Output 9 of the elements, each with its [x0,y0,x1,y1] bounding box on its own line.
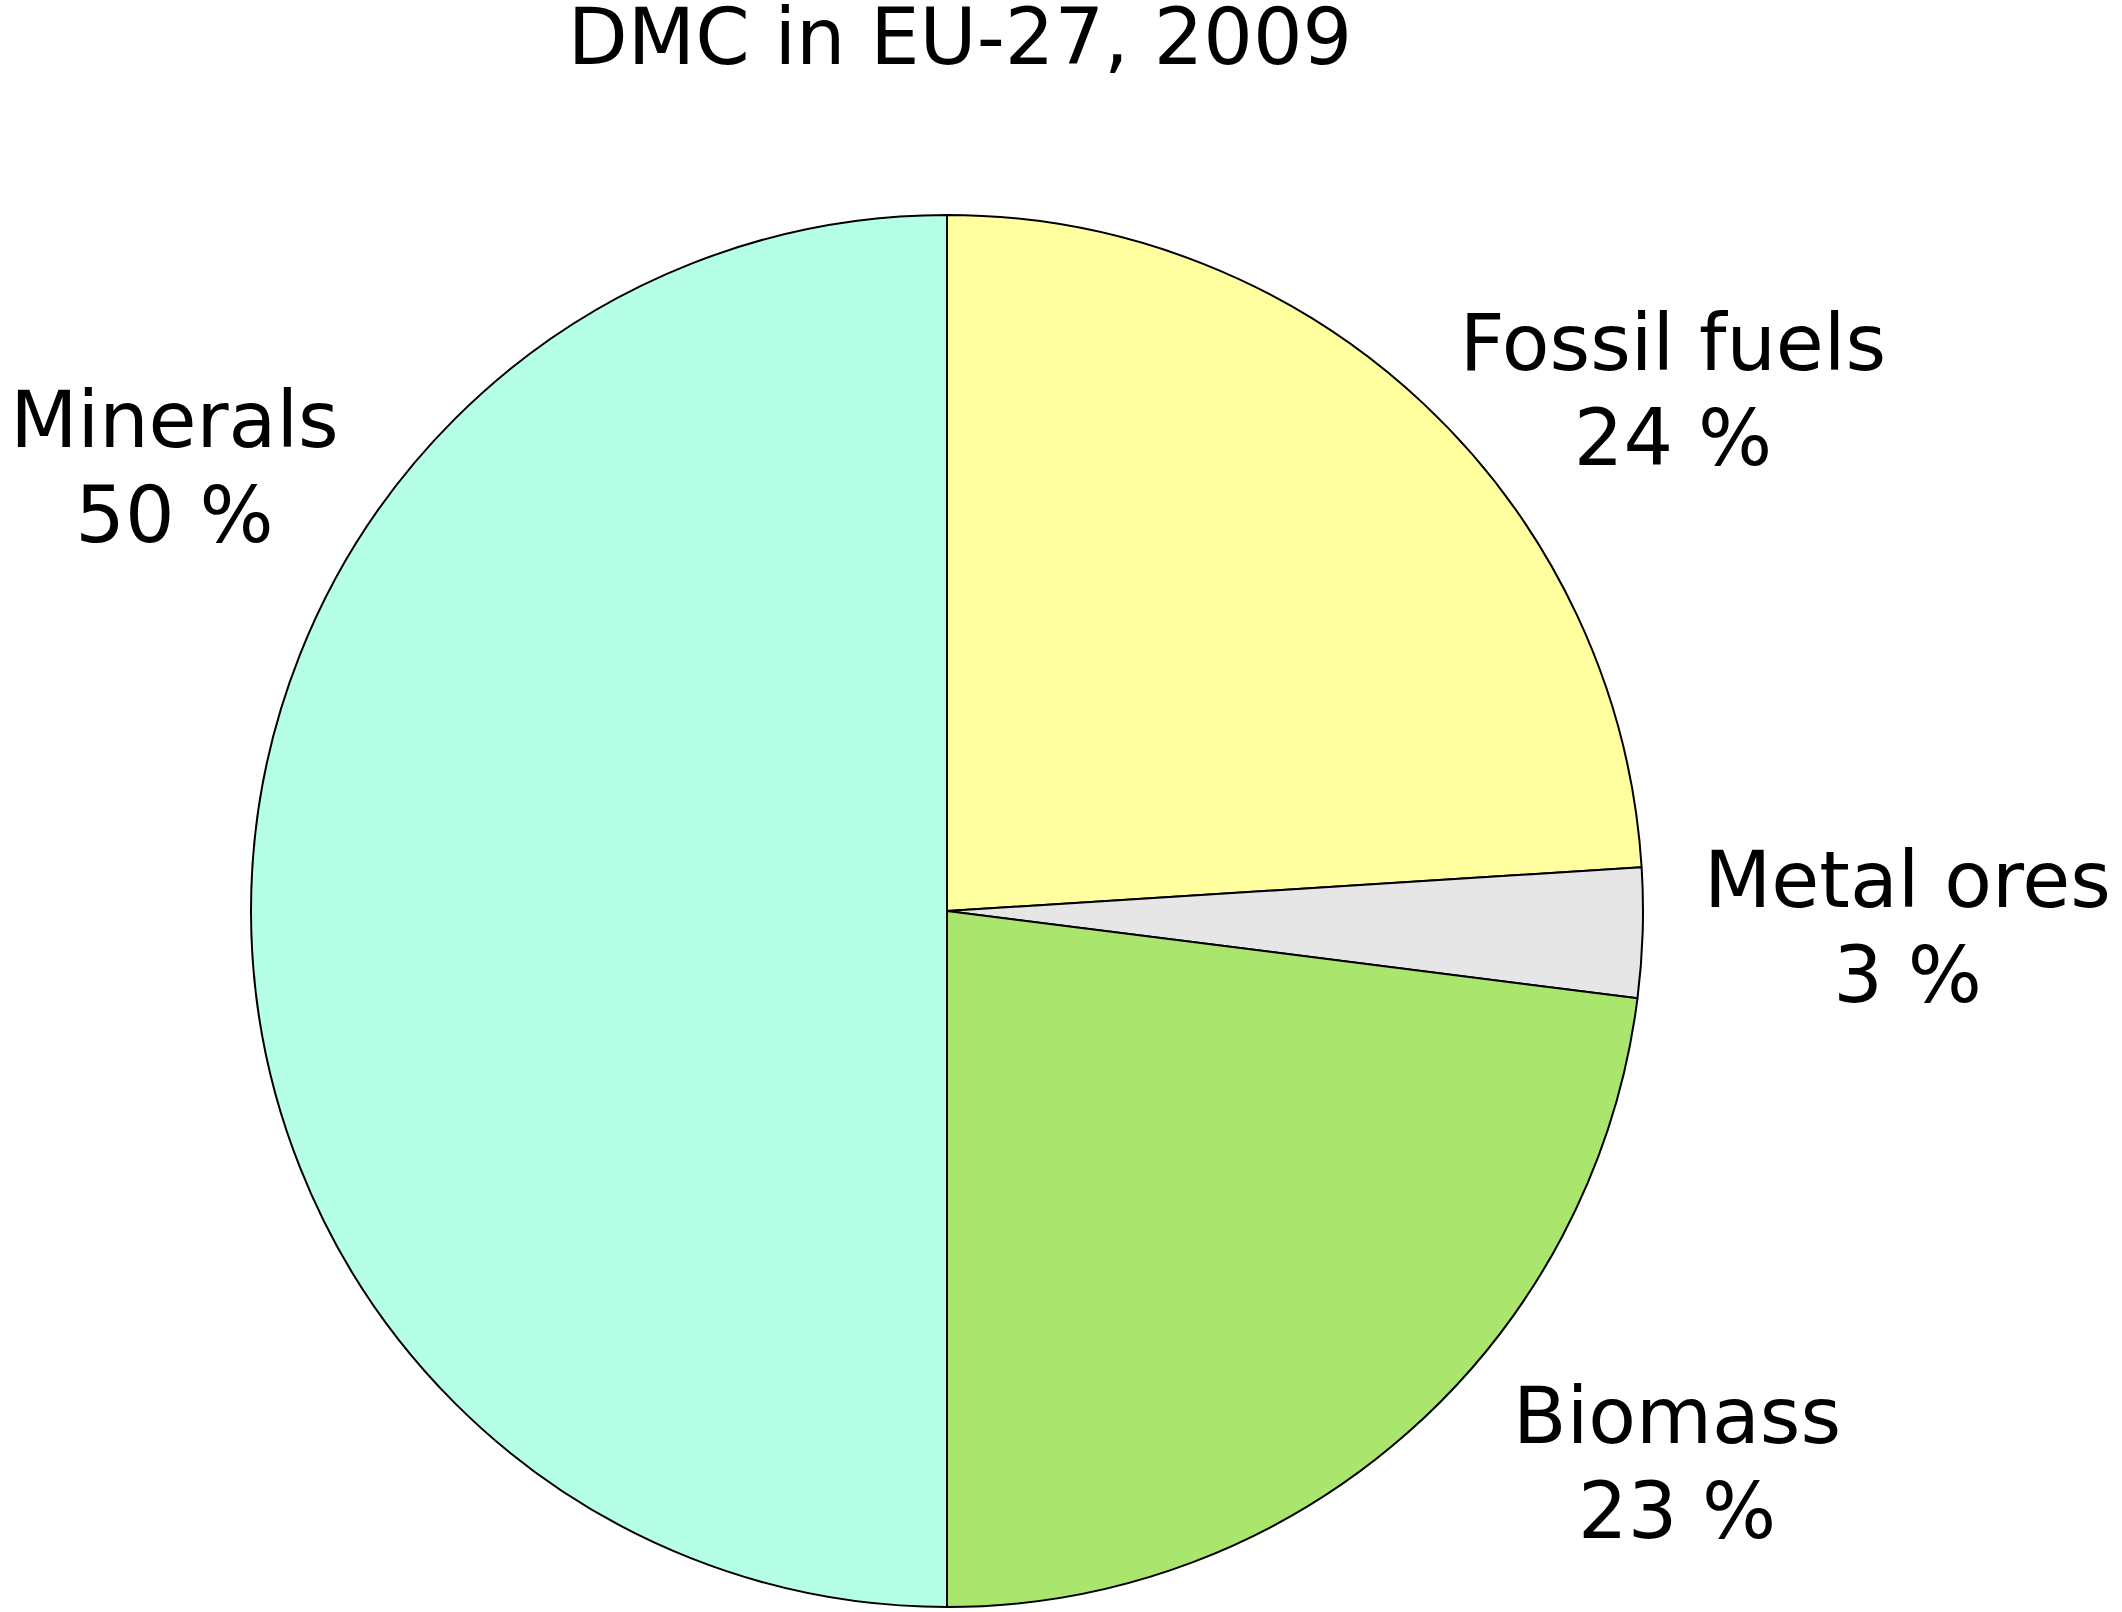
data-label: 24 % [1573,393,1773,484]
data-label: 3 % [1833,929,1982,1020]
slice-label: Minerals [10,375,339,466]
slice-label: Metal ores [1704,834,2111,925]
data-label: 23 % [1578,1466,1777,1557]
data-label: 50 % [75,470,274,561]
slice-label: Fossil fuels [1459,298,1887,389]
slice-label: Biomass [1513,1371,1842,1462]
chart-title: DMC in EU-27, 2009 [567,0,1353,83]
